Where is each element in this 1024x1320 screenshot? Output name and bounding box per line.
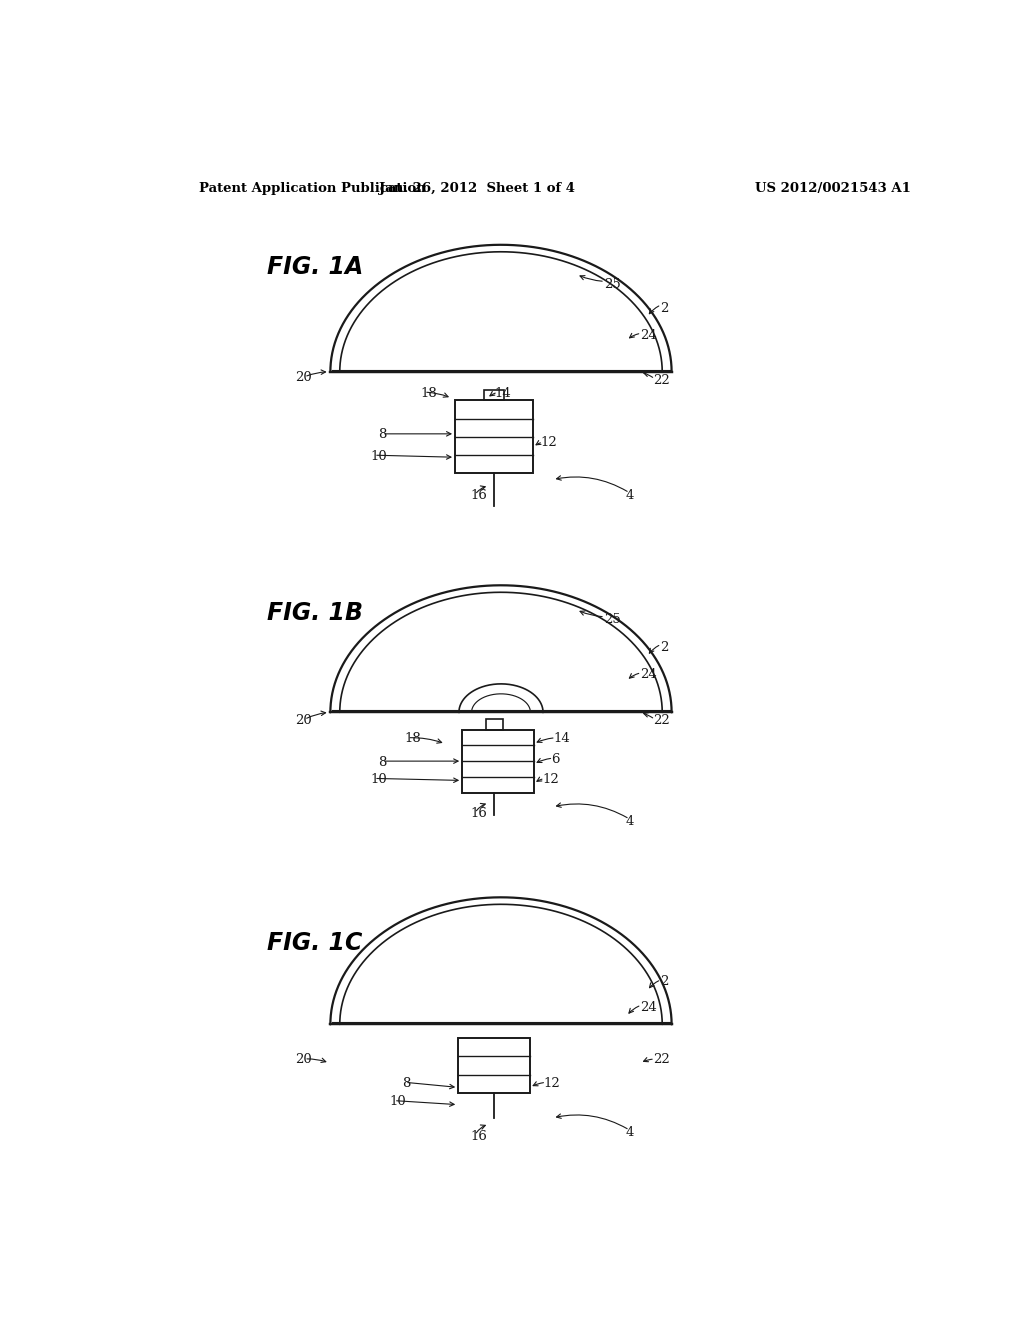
Text: 8: 8 [378, 755, 386, 768]
Bar [462, 730, 534, 792]
Text: 12: 12 [543, 774, 559, 785]
Bar [486, 719, 504, 730]
Text: 12: 12 [541, 437, 557, 450]
Text: 22: 22 [653, 714, 670, 727]
Text: Patent Application Publication: Patent Application Publication [200, 182, 426, 195]
Text: FIG. 1A: FIG. 1A [267, 255, 364, 279]
Text: 2: 2 [659, 640, 668, 653]
Text: FIG. 1C: FIG. 1C [267, 931, 362, 956]
Text: 4: 4 [626, 1126, 634, 1139]
Text: 10: 10 [390, 1096, 407, 1107]
Text: 10: 10 [370, 774, 387, 785]
Text: 24: 24 [640, 668, 656, 681]
Text: US 2012/0021543 A1: US 2012/0021543 A1 [755, 182, 910, 195]
Bar [484, 391, 504, 400]
Text: 14: 14 [553, 733, 570, 746]
Text: 16: 16 [471, 490, 487, 503]
Text: 20: 20 [295, 714, 311, 727]
Text: Jan. 26, 2012  Sheet 1 of 4: Jan. 26, 2012 Sheet 1 of 4 [379, 182, 575, 195]
Text: 20: 20 [295, 1053, 311, 1067]
Text: 18: 18 [420, 387, 437, 400]
Bar [455, 400, 532, 474]
Bar [458, 1038, 529, 1093]
Text: 16: 16 [471, 1130, 487, 1143]
Text: 10: 10 [370, 450, 387, 463]
Text: 6: 6 [551, 752, 559, 766]
Text: 14: 14 [495, 387, 511, 400]
Text: 2: 2 [659, 302, 668, 315]
Text: 24: 24 [640, 329, 656, 342]
Text: 22: 22 [653, 1053, 670, 1067]
Text: 8: 8 [401, 1077, 411, 1090]
Text: 8: 8 [378, 429, 386, 441]
Text: 20: 20 [295, 371, 311, 384]
Text: 4: 4 [626, 814, 634, 828]
Text: 24: 24 [640, 1001, 656, 1014]
Text: 12: 12 [544, 1077, 560, 1090]
Text: 25: 25 [604, 614, 621, 627]
Text: 18: 18 [404, 733, 421, 746]
Text: 25: 25 [604, 279, 621, 290]
Text: 16: 16 [471, 808, 487, 821]
Text: 2: 2 [659, 975, 668, 989]
Text: 4: 4 [626, 490, 634, 503]
Text: 22: 22 [653, 375, 670, 388]
Text: FIG. 1B: FIG. 1B [267, 601, 362, 624]
